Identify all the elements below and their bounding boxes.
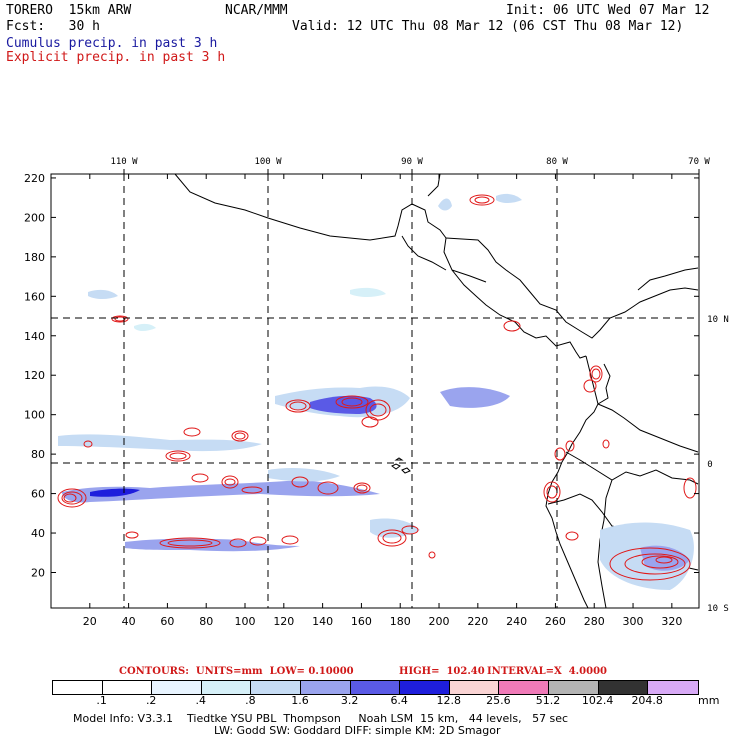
latitude-labels: 10 N 0 10 S [707,315,729,614]
y-tick-label: 220 [24,172,45,185]
y-tick-label: 40 [31,527,45,540]
contours-units: CONTOURS: UNITS=mm LOW= 0.10000 [119,666,354,677]
map-frame [50,173,700,609]
x-tick-label: 240 [506,615,527,628]
explicit-legend: Explicit precip. in past 3 h [6,50,226,65]
lat-label: 0 [707,460,712,470]
colorbar-swatch [251,681,301,694]
lat-lon-grid [51,174,699,608]
cumulus-legend: Cumulus precip. in past 3 h [6,36,218,51]
colorbar-swatch [499,681,549,694]
colorbar-swatch [350,681,401,694]
lon-label: 100 W [254,157,282,167]
colorbar [52,680,699,695]
lon-label: 90 W [401,157,423,167]
colorbar-label: 12.8 [436,694,462,707]
lon-label: 70 W [688,157,710,167]
x-tick-label: 260 [545,615,566,628]
lon-label: 110 W [110,157,138,167]
x-axis-ticks: 20 40 60 80 100 120 140 160 180 200 220 240 260 280 30… [83,174,682,628]
lat-label: 10 S [707,604,729,614]
colorbar-swatch [201,681,252,694]
colorbar-swatch [300,681,351,694]
contours-high: HIGH= 102.40 [399,666,485,677]
model-info-line2: LW: Godd SW: Goddard DIFF: simple KM: 2D… [214,724,501,737]
colorbar-unit: mm [698,694,720,707]
y-tick-label: 80 [31,448,45,461]
colorbar-label: .1 [96,694,107,707]
y-tick-label: 120 [24,369,45,382]
model-info-line1: Model Info: V3.3.1 Tiedtke YSU PBL Thomp… [73,712,569,725]
colorbar-label: 204.8 [631,694,663,707]
colorbar-swatch [53,681,103,694]
x-tick-label: 120 [273,615,294,628]
colorbar-label: .4 [195,694,207,707]
colorbar-swatch [400,681,450,694]
x-tick-label: 100 [235,615,256,628]
colorbar-label: .2 [145,694,157,707]
center-name: NCAR/MMM [225,3,288,18]
x-tick-label: 140 [312,615,333,628]
y-tick-label: 180 [24,251,45,264]
colorbar-label: .8 [245,694,256,707]
valid-time: Valid: 12 UTC Thu 08 Mar 12 (06 CST Thu … [292,19,684,34]
x-tick-label: 200 [429,615,450,628]
y-tick-label: 160 [24,290,45,303]
colorbar-label: 1.6 [291,694,309,707]
contours-interval: INTERVAL=X 4.0000 [487,666,607,677]
x-tick-label: 220 [467,615,488,628]
longitude-labels: 110 W 100 W 90 W 80 W 70 W [110,157,710,174]
colorbar-swatch [548,681,599,694]
y-tick-label: 100 [24,409,45,422]
explicit-precip-contours [57,194,697,581]
colorbar-label: 3.2 [340,694,359,707]
colorbar-label: 6.4 [390,694,408,707]
cumulus-precip-shading [58,193,694,590]
colorbar-label: 25.6 [486,694,511,707]
x-tick-label: 60 [160,615,174,628]
y-tick-label: 60 [31,488,45,501]
colorbar-swatch [598,681,649,694]
init-time: Init: 06 UTC Wed 07 Mar 12 [506,3,710,18]
x-tick-label: 320 [661,615,682,628]
colorbar-swatch [102,681,153,694]
y-tick-label: 200 [24,211,45,224]
x-tick-label: 180 [390,615,411,628]
colorbar-swatch [648,681,698,694]
colorbar-label: 102.4 [581,694,614,707]
x-tick-label: 40 [122,615,136,628]
forecast-hour: Fcst: 30 h [6,19,100,34]
x-tick-label: 80 [199,615,213,628]
x-tick-label: 160 [351,615,372,628]
colorbar-swatch [152,681,202,694]
model-name: TORERO 15km ARW [6,3,132,18]
lat-label: 10 N [707,315,729,325]
colorbar-swatch [449,681,500,694]
x-tick-label: 20 [83,615,97,628]
x-tick-label: 300 [623,615,644,628]
y-tick-label: 140 [24,330,45,343]
lon-label: 80 W [546,157,568,167]
x-tick-label: 280 [584,615,605,628]
y-axis-ticks: 20 40 60 80 100 120 140 160 180 200 220 [24,172,699,579]
y-tick-label: 20 [31,566,45,579]
colorbar-label: 51.2 [535,694,561,707]
